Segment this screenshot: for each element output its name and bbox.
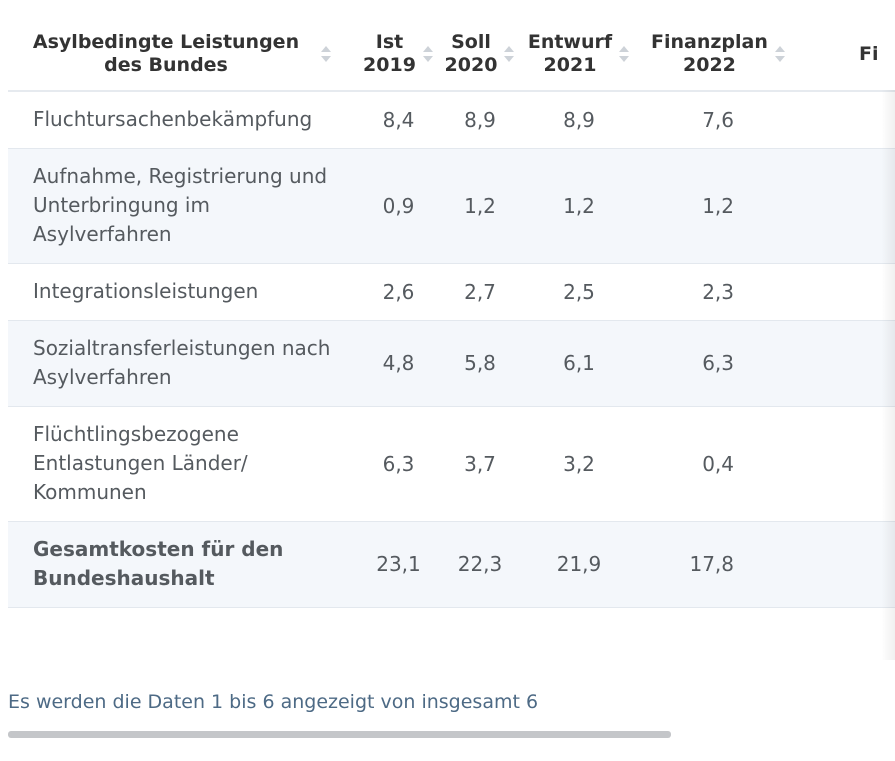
- cell-soll-2020: 5,8: [441, 320, 519, 407]
- cell-fi: [859, 91, 895, 149]
- cell-ist-2019: 4,8: [356, 320, 441, 407]
- row-label: Aufnahme, Registrierung und Unterbringun…: [8, 148, 356, 264]
- cell-soll-2020: 2,7: [441, 263, 519, 321]
- table-row-total: Gesamtkosten für den Bundeshaushalt 23,1…: [8, 521, 895, 608]
- row-label: Integrationsleistungen: [8, 263, 356, 321]
- data-table: Asylbedingte Leistungen des Bundes Ist 201…: [8, 18, 895, 608]
- cell-finanzplan-2022: 7,6: [639, 91, 859, 149]
- column-header-label[interactable]: Asylbedingte Leistungen des Bundes: [8, 18, 356, 92]
- cell-finanzplan-2022: 6,3: [639, 320, 859, 407]
- cell-finanzplan-2022: 17,8: [639, 521, 859, 608]
- cell-entwurf-2021: 8,9: [519, 91, 639, 149]
- cell-ist-2019: 0,9: [356, 148, 441, 264]
- cell-entwurf-2021: 1,2: [519, 148, 639, 264]
- cell-finanzplan-2022: 2,3: [639, 263, 859, 321]
- cell-soll-2020: 1,2: [441, 148, 519, 264]
- table-info-text: Es werden die Daten 1 bis 6 angezeigt vo…: [8, 691, 539, 713]
- cell-finanzplan-2022: 1,2: [639, 148, 859, 264]
- table-row: Fluchtursachenbekämpfung 8,4 8,9 8,9 7,6: [8, 91, 895, 149]
- row-label: Sozialtransferleistungen nach Asylverfah…: [8, 320, 356, 407]
- sort-icon[interactable]: [618, 43, 630, 65]
- cell-entwurf-2021: 3,2: [519, 406, 639, 522]
- table-row: Sozialtransferleistungen nach Asylverfah…: [8, 320, 895, 407]
- sort-icon[interactable]: [503, 43, 515, 65]
- cell-entwurf-2021: 2,5: [519, 263, 639, 321]
- cell-soll-2020: 8,9: [441, 91, 519, 149]
- row-label: Fluchtursachenbekämpfung: [8, 91, 356, 149]
- table-row: Aufnahme, Registrierung und Unterbringun…: [8, 148, 895, 264]
- table-row: Integrationsleistungen 2,6 2,7 2,5 2,3: [8, 263, 895, 321]
- scroll-edge-shadow: [881, 90, 895, 660]
- cell-fi: [859, 263, 895, 321]
- cell-ist-2019: 2,6: [356, 263, 441, 321]
- column-header-finanzplan-2022[interactable]: Finanzplan 2022: [639, 18, 859, 92]
- row-label-total: Gesamtkosten für den Bundeshaushalt: [8, 521, 356, 608]
- sort-icon[interactable]: [422, 43, 434, 65]
- cell-fi: [859, 148, 895, 264]
- cell-soll-2020: 22,3: [441, 521, 519, 608]
- cell-finanzplan-2022: 0,4: [639, 406, 859, 522]
- cell-fi: [859, 521, 895, 608]
- cell-fi: [859, 320, 895, 407]
- cell-entwurf-2021: 6,1: [519, 320, 639, 407]
- sort-icon[interactable]: [320, 43, 332, 65]
- table-row: Flüchtlingsbezogene Entlastungen Länder/…: [8, 406, 895, 522]
- horizontal-scrollbar[interactable]: [8, 731, 671, 738]
- cell-ist-2019: 23,1: [356, 521, 441, 608]
- column-header-ist-2019[interactable]: Ist 2019: [356, 18, 441, 92]
- table-header-row: Asylbedingte Leistungen des Bundes Ist 201…: [8, 18, 895, 92]
- cell-entwurf-2021: 21,9: [519, 521, 639, 608]
- cell-soll-2020: 3,7: [441, 406, 519, 522]
- cell-ist-2019: 6,3: [356, 406, 441, 522]
- sort-icon[interactable]: [774, 43, 786, 65]
- column-header-soll-2020[interactable]: Soll 2020: [441, 18, 519, 92]
- cell-ist-2019: 8,4: [356, 91, 441, 149]
- row-label: Flüchtlingsbezogene Entlastungen Länder/…: [8, 406, 356, 522]
- column-header-fi[interactable]: Fi: [859, 18, 895, 92]
- cell-fi: [859, 406, 895, 522]
- column-header-entwurf-2021[interactable]: Entwurf 2021: [519, 18, 639, 92]
